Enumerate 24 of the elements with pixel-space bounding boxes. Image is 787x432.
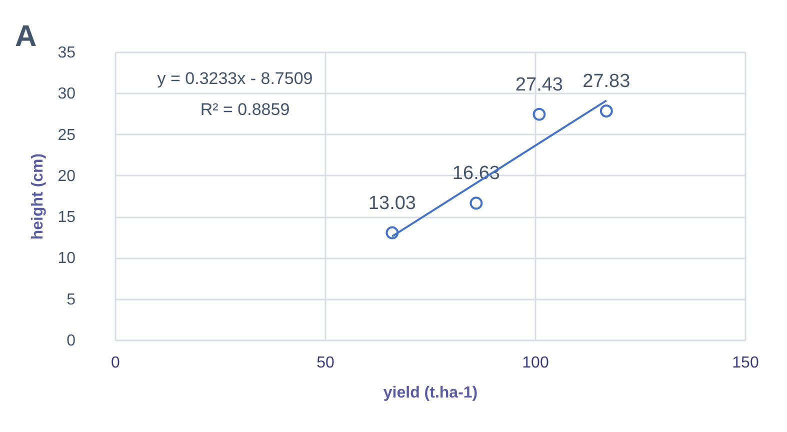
x-tick-label: 100 <box>522 354 549 372</box>
data-label: 27.83 <box>582 71 630 92</box>
y-tick-label: 15 <box>58 209 76 226</box>
point <box>470 196 483 210</box>
y-axis-title: height (cm) <box>30 153 47 240</box>
y-tick-label: 5 <box>66 291 76 308</box>
x-tick-label: 0 <box>111 354 120 372</box>
data-label: 13.03 <box>368 192 416 214</box>
y-tick-label: 35 <box>58 44 76 62</box>
point <box>600 104 613 118</box>
chart-title: A <box>15 20 37 53</box>
x-axis-title: yield (t.ha-1) <box>383 384 478 402</box>
x-tick-label: 150 <box>732 354 759 372</box>
point <box>532 108 546 121</box>
data-label: 27.43 <box>515 74 563 96</box>
x-tick-label: 50 <box>316 354 334 372</box>
y-tick-label: 10 <box>58 250 76 268</box>
point <box>386 226 399 240</box>
y-tick-label: 20 <box>58 168 76 185</box>
y-tick-label: 30 <box>58 86 76 103</box>
annotation: y = 0.3233x - 8.7509 <box>157 69 313 88</box>
y-tick-label: 0 <box>66 332 76 350</box>
y-tick-label: 25 <box>58 126 76 144</box>
annotation: R² = 0.8859 <box>200 100 290 119</box>
